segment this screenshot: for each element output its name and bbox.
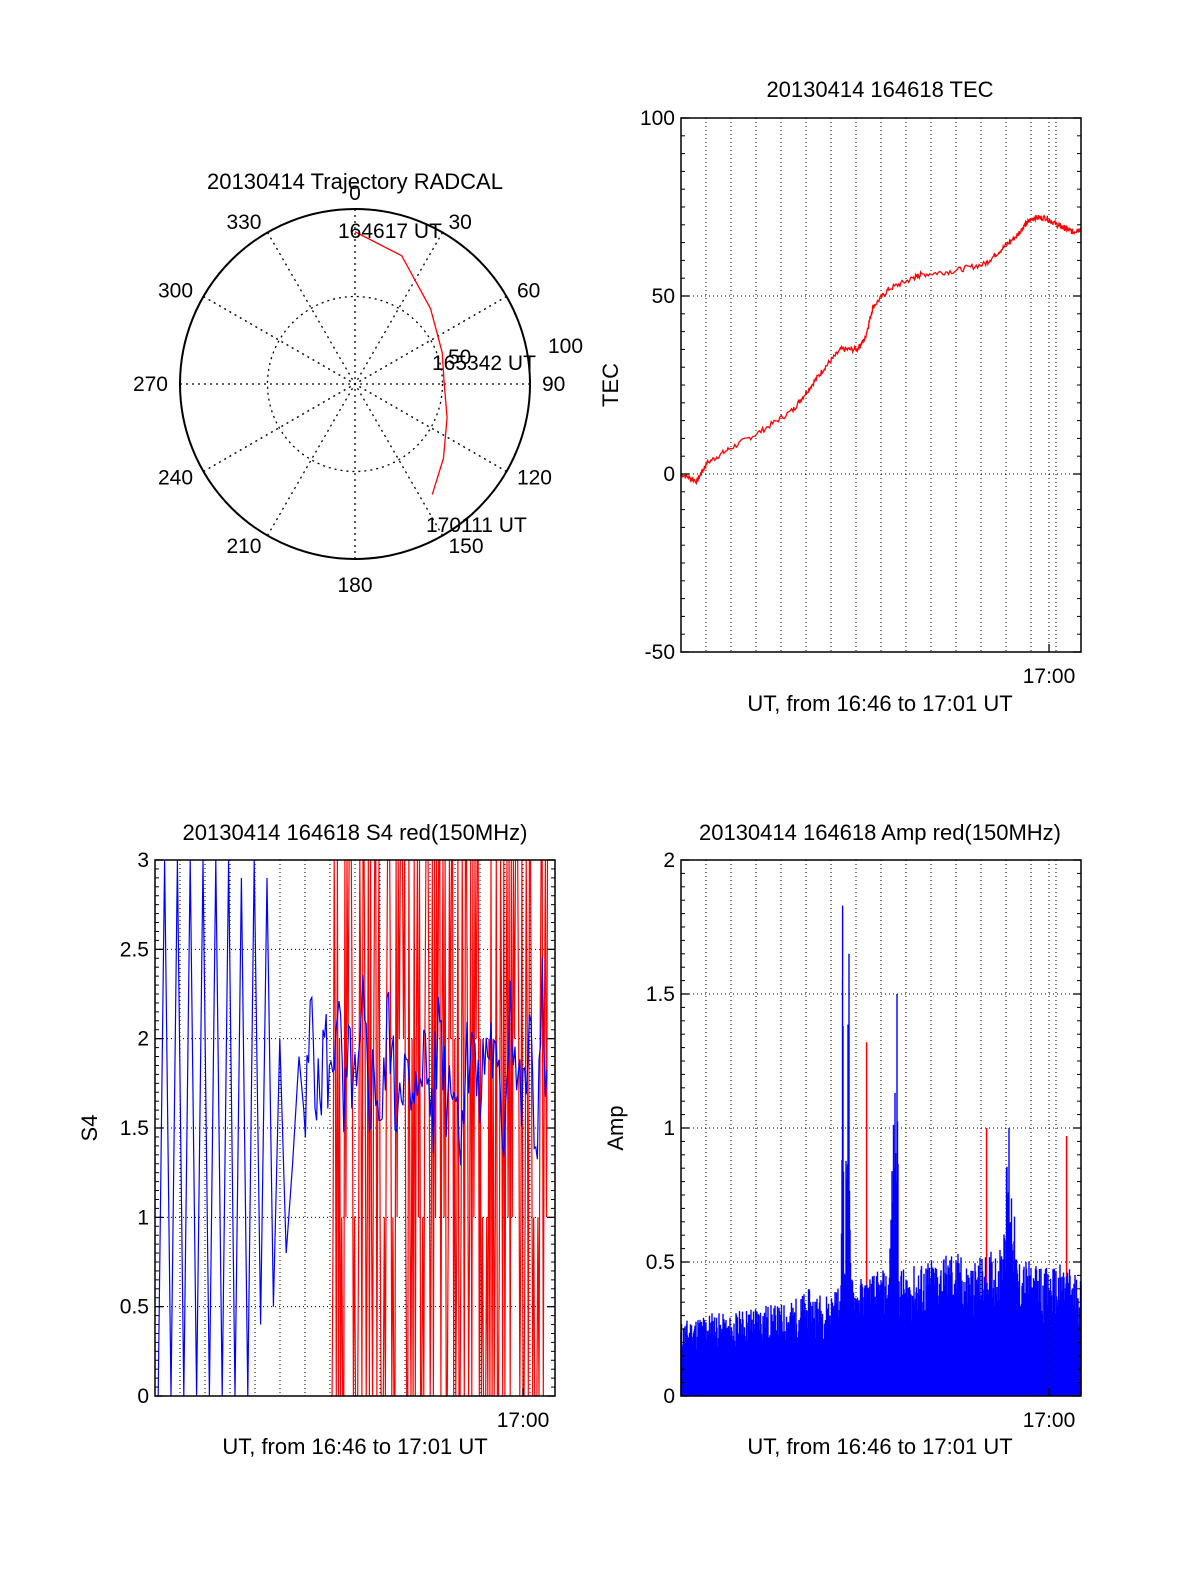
amp-title: 20130414 164618 Amp red(150MHz) xyxy=(699,820,1061,845)
s4-y-ticks: 0 0.5 1 1.5 2 2.5 3 xyxy=(120,849,555,1408)
polar-angle-label-150: 150 xyxy=(449,535,484,558)
tec-series-line xyxy=(680,214,1082,486)
polar-trajectory-line xyxy=(354,231,448,495)
trajectory-label-start: 164617 UT xyxy=(338,220,442,243)
tec-ytick-label-0: -50 xyxy=(645,641,675,664)
s4-series xyxy=(157,859,549,1397)
tec-y-ticks: -50 0 50 100 xyxy=(640,107,1081,664)
tec-ytick-label-1: 0 xyxy=(663,463,675,486)
tec-ytick-label-3: 100 xyxy=(640,107,675,130)
s4-title: 20130414 164618 S4 red(150MHz) xyxy=(183,820,528,845)
polar-spoke-150 xyxy=(266,232,444,536)
polar-angle-label-210: 210 xyxy=(226,535,261,558)
polar-title: 20130414 Trajectory RADCAL xyxy=(207,169,503,194)
s4-xlabel: UT, from 16:46 to 17:01 UT xyxy=(222,1434,487,1459)
polar-angle-labels: 0 30 60 90 120 150 180 210 240 270 300 330 xyxy=(133,182,565,597)
polar-angle-label-30: 30 xyxy=(449,211,472,234)
s4-panel: 20130414 164618 S4 red(150MHz) 0 0.5 1 1.5 2… xyxy=(77,820,556,1459)
tec-xlabel: UT, from 16:46 to 17:01 UT xyxy=(747,691,1012,716)
s4-ytick-label-3: 1.5 xyxy=(120,1117,149,1140)
s4-xtick-label-0: 17:00 xyxy=(497,1409,550,1432)
polar-radial-label-50: 50 xyxy=(448,346,471,369)
tec-ylabel: TEC xyxy=(598,363,623,407)
trajectory-label-mid: 165342 UT xyxy=(432,352,536,375)
polar-angle-label-240: 240 xyxy=(158,467,193,490)
s4-x-ticks: 17:00 xyxy=(497,860,550,1432)
amp-xtick-label-0: 17:00 xyxy=(1023,1409,1076,1432)
tec-ytick-label-2: 50 xyxy=(652,285,675,308)
s4-ytick-label-6: 3 xyxy=(137,849,149,872)
polar-angle-label-330: 330 xyxy=(226,211,261,234)
polar-angle-label-0: 0 xyxy=(349,182,361,205)
amp-series-blue xyxy=(680,905,1082,1396)
tec-x-ticks: 17:00 xyxy=(1023,118,1076,688)
amp-ytick-label-3: 1.5 xyxy=(646,983,675,1006)
polar-spokes xyxy=(180,209,530,559)
amp-grid xyxy=(681,860,1081,1396)
polar-radial-label-100: 100 xyxy=(548,335,583,358)
amp-ytick-label-0: 0 xyxy=(663,1385,675,1408)
amp-ylabel: Amp xyxy=(603,1105,628,1150)
s4-series-blue xyxy=(157,859,548,1397)
amp-ytick-label-1: 0.5 xyxy=(646,1251,675,1274)
tec-xtick-label-0: 17:00 xyxy=(1023,665,1076,688)
amp-series xyxy=(680,905,1082,1396)
polar-angle-label-180: 180 xyxy=(337,574,372,597)
trajectory-label-end: 170111 UT xyxy=(426,514,527,537)
s4-ytick-label-2: 1 xyxy=(137,1206,149,1229)
tec-panel: 20130414 164618 TEC -50 0 50 100 17:00 UT, … xyxy=(598,77,1082,716)
amp-xlabel: UT, from 16:46 to 17:01 UT xyxy=(747,1434,1012,1459)
amp-y-ticks: 0 0.5 1 1.5 2 xyxy=(646,849,1081,1408)
amp-ytick-label-4: 2 xyxy=(663,849,675,872)
polar-angle-label-90: 90 xyxy=(542,373,565,396)
s4-ytick-label-4: 2 xyxy=(137,1028,149,1051)
amp-x-ticks: 17:00 xyxy=(1023,860,1076,1432)
tec-title: 20130414 164618 TEC xyxy=(766,77,993,102)
s4-ylabel: S4 xyxy=(77,1115,102,1142)
s4-ytick-label-1: 0.5 xyxy=(120,1296,149,1319)
polar-angle-label-120: 120 xyxy=(517,467,552,490)
amp-ytick-label-2: 1 xyxy=(663,1117,675,1140)
s4-ytick-label-0: 0 xyxy=(137,1385,149,1408)
polar-angle-label-60: 60 xyxy=(517,280,540,303)
polar-inner-circle xyxy=(266,295,444,473)
s4-ytick-label-5: 2.5 xyxy=(120,938,149,961)
polar-panel: 20130414 Trajectory RADCAL 0 30 60 90 120 150… xyxy=(133,169,583,597)
tec-grid xyxy=(681,118,1081,652)
amp-panel: 20130414 164618 Amp red(150MHz) 0 0.5 1 1.5… xyxy=(603,820,1082,1459)
polar-angle-label-270: 270 xyxy=(133,373,168,396)
polar-angle-label-300: 300 xyxy=(158,280,193,303)
